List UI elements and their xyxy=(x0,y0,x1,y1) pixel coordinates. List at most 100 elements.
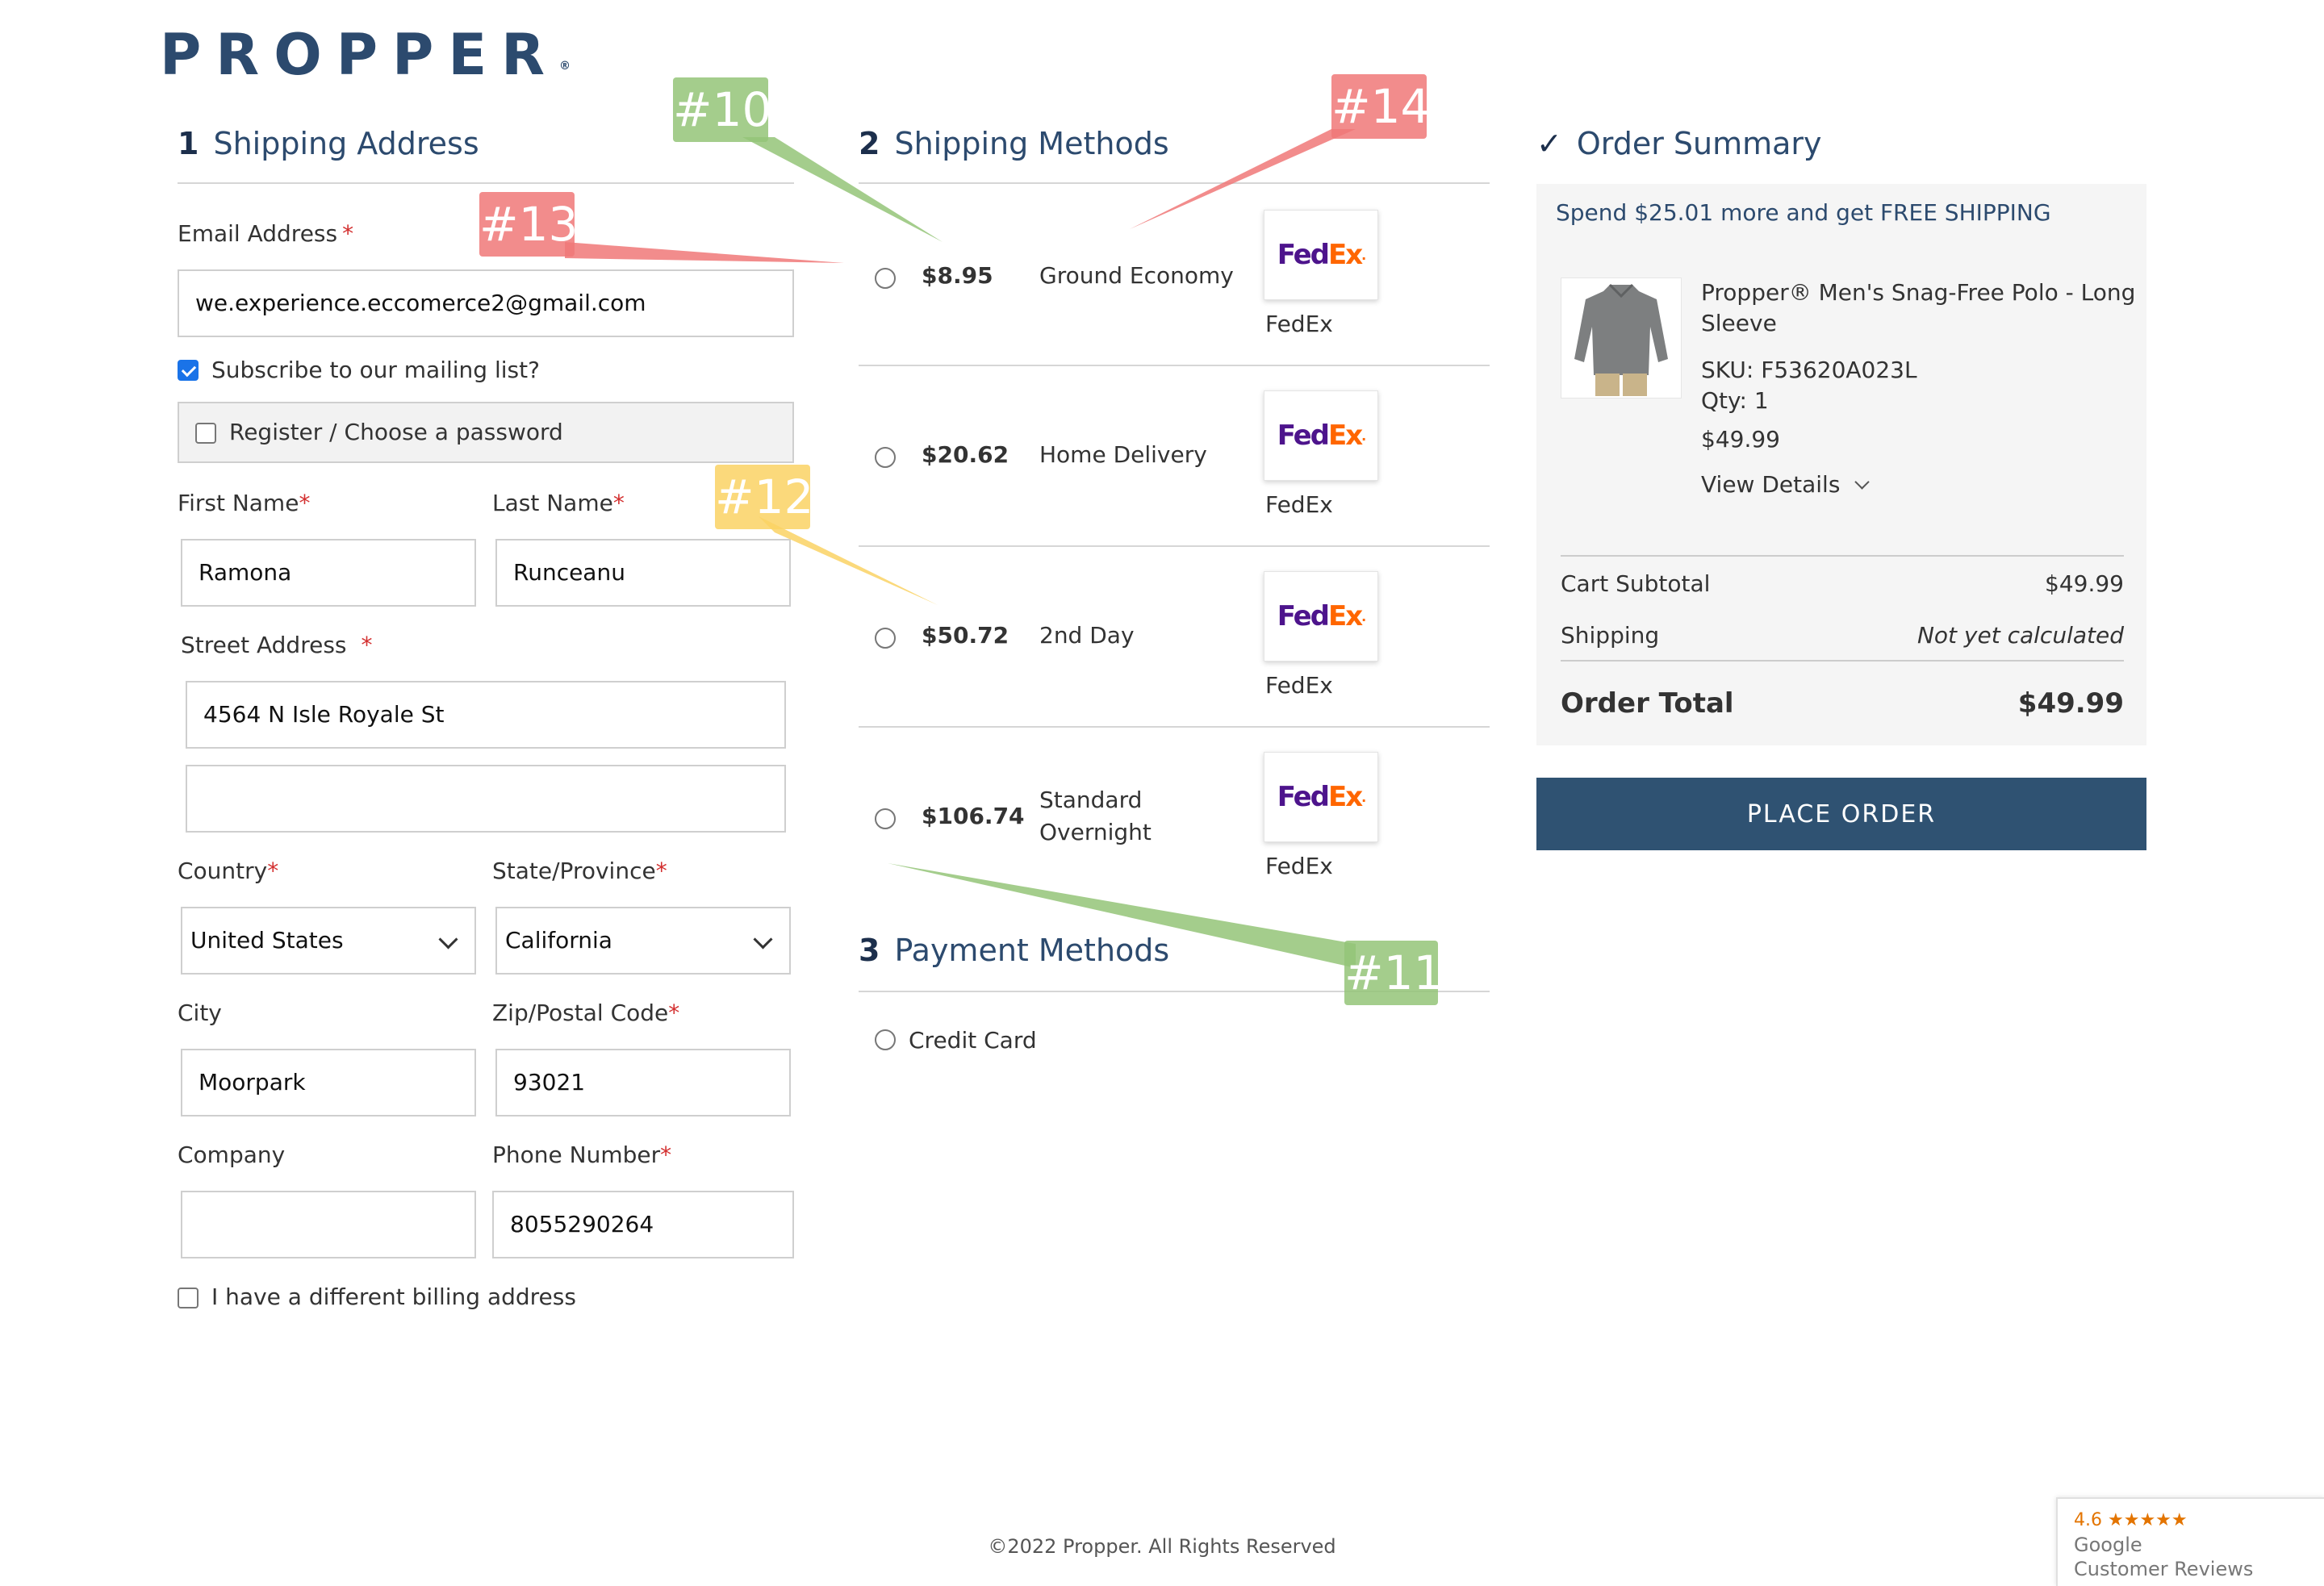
shipping-option-ground-economy-radio[interactable] xyxy=(875,268,896,289)
shipping-method-name: Ground Economy xyxy=(1039,262,1234,289)
subscribe-checkbox[interactable] xyxy=(178,360,199,381)
state-label: State/Province* xyxy=(492,858,667,884)
star-rating-icon: ★★★★★ xyxy=(2108,1510,2188,1530)
propper-logo[interactable]: PROPPER® xyxy=(160,24,571,86)
divider xyxy=(859,726,1490,728)
register-option[interactable] xyxy=(178,402,794,463)
first-name-label: First Name* xyxy=(178,490,311,516)
fedex-logo: Fed Ex. xyxy=(1264,752,1378,842)
cart-subtotal-value: $49.99 xyxy=(2045,570,2124,597)
zip-input[interactable]: 93021 xyxy=(495,1049,791,1116)
shipping-value: Not yet calculated xyxy=(1916,622,2124,649)
view-details-toggle[interactable]: View Details xyxy=(1701,470,1870,500)
check-icon: ✓ xyxy=(1536,126,1562,161)
review-score: 4.6 ★★★★★ xyxy=(2074,1510,2188,1530)
section-title: Order Summary xyxy=(1576,126,1822,161)
product-price: $49.99 xyxy=(1701,426,1780,453)
product-qty: Qty: 1 xyxy=(1701,387,1769,414)
phone-input[interactable]: 8055290264 xyxy=(492,1191,794,1258)
step-number: 3 xyxy=(859,933,880,968)
shipping-label: Shipping xyxy=(1561,622,1660,649)
step-number: 2 xyxy=(859,126,880,161)
register-label: Register / Choose a password xyxy=(229,419,563,445)
google-reviews-badge[interactable]: 4.6 ★★★★★ Google Customer Reviews xyxy=(2056,1497,2324,1586)
reviews-google-label: Google xyxy=(2074,1534,2142,1556)
shipping-address-heading: 1 Shipping Address xyxy=(178,124,479,163)
last-name-input[interactable]: Runceanu xyxy=(495,539,791,607)
shipping-methods-heading: 2 Shipping Methods xyxy=(859,124,1169,163)
last-name-label: Last Name* xyxy=(492,490,625,516)
fedex-logo: Fed Ex. xyxy=(1264,571,1378,662)
country-select[interactable]: United States xyxy=(181,907,476,975)
logo-text: PROPPER xyxy=(160,22,560,88)
pointer-10 xyxy=(742,137,943,242)
city-label: City xyxy=(178,1000,222,1026)
fedex-logo: Fed Ex. xyxy=(1264,210,1378,300)
state-value: California xyxy=(505,927,612,954)
carrier-name: FedEx xyxy=(1265,672,1333,699)
annotation-badge-14: #14 xyxy=(1331,74,1430,139)
shipping-price: $8.95 xyxy=(922,262,993,289)
payment-methods-heading: 3 Payment Methods xyxy=(859,931,1169,970)
order-summary-heading: ✓ Order Summary xyxy=(1536,124,1822,163)
shipping-option-2nd-day-radio[interactable] xyxy=(875,628,896,649)
order-total-label: Order Total xyxy=(1561,687,1734,720)
payment-option-label: Credit Card xyxy=(909,1027,1037,1054)
annotation-badge-13: #13 xyxy=(479,192,578,257)
pointer-14 xyxy=(1130,129,1356,229)
product-image xyxy=(1561,278,1682,399)
billing-address-label: I have a different billing address xyxy=(211,1283,576,1310)
annotation-badge-11: #11 xyxy=(1344,941,1443,1005)
product-name[interactable]: Propper® Men's Snag-Free Polo - Long Sle… xyxy=(1701,279,2136,336)
free-shipping-promo: Spend $25.01 more and get FREE SHIPPING xyxy=(1556,199,2051,226)
email-label: Email Address * xyxy=(178,220,354,247)
divider xyxy=(859,365,1490,366)
first-name-input[interactable]: Ramona xyxy=(181,539,476,607)
carrier-name: FedEx xyxy=(1265,853,1333,879)
billing-address-checkbox[interactable] xyxy=(178,1288,199,1308)
company-label: Company xyxy=(178,1142,286,1168)
zip-label: Zip/Postal Code* xyxy=(492,1000,680,1026)
step-number: 1 xyxy=(178,126,199,161)
street-address-line2-input[interactable] xyxy=(186,765,786,833)
divider xyxy=(178,182,794,184)
street-address-line1-input[interactable]: 4564 N Isle Royale St xyxy=(186,681,786,749)
state-select[interactable]: California xyxy=(495,907,791,975)
shipping-option-home-delivery-radio[interactable] xyxy=(875,447,896,468)
register-checkbox[interactable] xyxy=(195,423,216,444)
reviews-caption: Customer Reviews xyxy=(2074,1558,2254,1580)
shipping-price: $106.74 xyxy=(922,803,1025,829)
phone-label: Phone Number* xyxy=(492,1142,672,1168)
logo-reg-mark: ® xyxy=(559,60,571,73)
polo-shirt-icon xyxy=(1574,283,1668,396)
pointer-12 xyxy=(759,516,938,605)
shipping-method-name: Standard Overnight xyxy=(1039,787,1152,845)
annotation-badge-10: #10 xyxy=(673,77,771,142)
cart-subtotal-label: Cart Subtotal xyxy=(1561,570,1711,597)
shipping-method-name: 2nd Day xyxy=(1039,622,1135,649)
payment-credit-card-radio[interactable] xyxy=(875,1029,896,1050)
shipping-option-standard-overnight-radio[interactable] xyxy=(875,808,896,829)
country-label: Country* xyxy=(178,858,279,884)
shipping-price: $50.72 xyxy=(922,622,1009,649)
email-input[interactable]: we.experience.eccomerce2@gmail.com xyxy=(178,269,794,337)
company-input[interactable] xyxy=(181,1191,476,1258)
subscribe-label: Subscribe to our mailing list? xyxy=(211,357,540,383)
order-total-value: $49.99 xyxy=(2017,687,2124,720)
annotation-badge-12: #12 xyxy=(715,465,813,529)
section-title: Payment Methods xyxy=(894,933,1170,968)
fedex-logo: Fed Ex. xyxy=(1264,390,1378,481)
section-title: Shipping Address xyxy=(213,126,479,161)
copyright: ©2022 Propper. All Rights Reserved xyxy=(988,1535,1336,1558)
city-input[interactable]: Moorpark xyxy=(181,1049,476,1116)
shipping-method-name: Home Delivery xyxy=(1039,441,1207,468)
divider xyxy=(859,545,1490,547)
carrier-name: FedEx xyxy=(1265,311,1333,337)
place-order-button[interactable]: PLACE ORDER xyxy=(1536,778,2146,850)
divider xyxy=(1561,660,2124,662)
country-value: United States xyxy=(190,927,344,954)
shipping-price: $20.62 xyxy=(922,441,1009,468)
carrier-name: FedEx xyxy=(1265,491,1333,518)
divider xyxy=(1561,555,2124,557)
